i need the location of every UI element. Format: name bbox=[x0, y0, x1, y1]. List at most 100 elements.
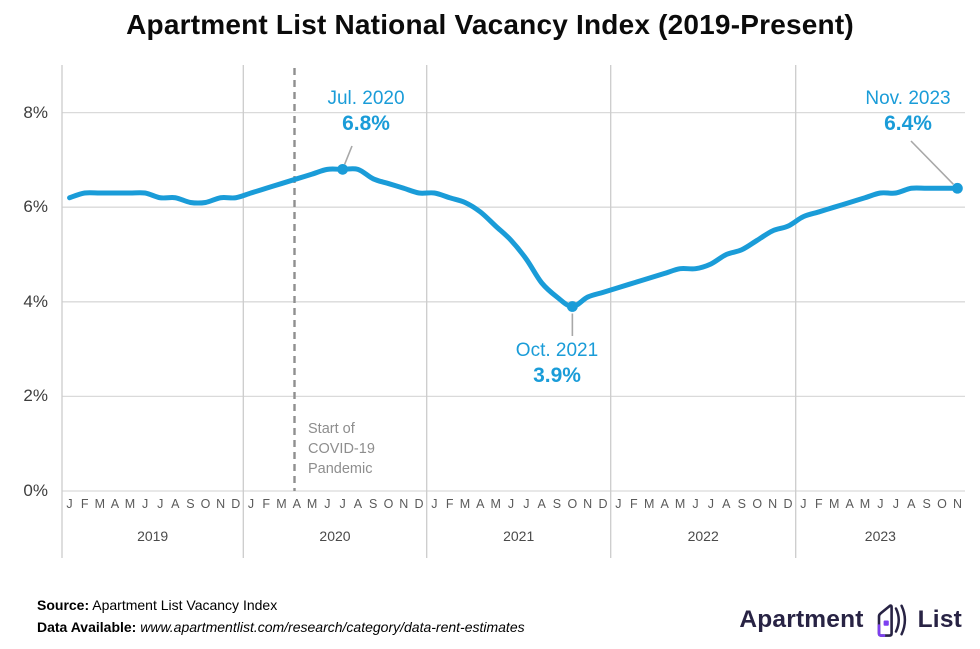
month-tick-label: N bbox=[399, 497, 409, 511]
source-label: Source: bbox=[37, 597, 90, 613]
annotation-nov-2023: Nov. 2023 6.4% bbox=[823, 87, 980, 137]
month-tick-label: F bbox=[814, 497, 823, 511]
month-tick-label: A bbox=[537, 497, 546, 511]
month-tick-label: M bbox=[306, 497, 318, 511]
month-tick-label: A bbox=[353, 497, 363, 511]
month-tick-label: M bbox=[644, 497, 655, 511]
source-value: Apartment List Vacancy Index bbox=[92, 597, 278, 613]
month-tick-label: A bbox=[845, 497, 854, 511]
month-tick-label: J bbox=[157, 497, 164, 511]
month-tick-label: J bbox=[324, 497, 331, 511]
annotation-value: 3.9% bbox=[533, 364, 581, 387]
month-tick-label: J bbox=[141, 497, 149, 511]
y-tick-label: 2% bbox=[23, 386, 48, 406]
annotation-connector bbox=[343, 145, 353, 165]
source-line: Source: Apartment List Vacancy Index bbox=[37, 594, 525, 616]
month-tick-label: A bbox=[476, 497, 485, 511]
month-tick-label: N bbox=[952, 497, 962, 511]
month-tick-label: J bbox=[431, 497, 438, 511]
month-tick-label: J bbox=[892, 497, 899, 511]
y-tick-label: 0% bbox=[23, 481, 48, 500]
month-tick-label: O bbox=[200, 497, 211, 511]
annotation-connector bbox=[910, 140, 954, 185]
month-tick-label: D bbox=[414, 497, 424, 511]
month-tick-label: M bbox=[459, 497, 471, 511]
month-tick-label: F bbox=[630, 497, 638, 511]
month-tick-label: M bbox=[490, 497, 501, 511]
vacancy-index-curve bbox=[67, 166, 960, 310]
month-tick-label: J bbox=[523, 497, 530, 511]
month-tick-label: M bbox=[859, 497, 871, 511]
month-tick-label: S bbox=[369, 497, 378, 511]
year-tick-label: 2019 bbox=[137, 528, 169, 544]
year-tick-label: 2020 bbox=[319, 528, 351, 544]
data-available-line: Data Available: www.apartmentlist.com/re… bbox=[37, 616, 525, 638]
month-tick-label: M bbox=[124, 497, 136, 511]
month-tick-label: N bbox=[216, 497, 226, 511]
month-tick-label: O bbox=[937, 497, 947, 511]
covid-label-line: Start of bbox=[308, 421, 355, 437]
month-tick-label: A bbox=[292, 497, 301, 511]
month-tick-label: M bbox=[828, 497, 840, 511]
month-tick-label: J bbox=[800, 497, 807, 511]
month-tick-label: S bbox=[186, 497, 195, 511]
covid-label-line: COVID-19 bbox=[308, 441, 375, 457]
data-point-marker bbox=[566, 301, 578, 312]
y-tick-label: 6% bbox=[23, 197, 48, 217]
month-tick-label: A bbox=[110, 497, 120, 511]
month-tick-label: J bbox=[339, 497, 346, 511]
annotation-date: Oct. 2021 bbox=[515, 340, 599, 361]
month-tick-label: F bbox=[80, 497, 89, 511]
month-tick-label: O bbox=[567, 497, 578, 511]
month-tick-label: M bbox=[94, 497, 105, 511]
month-tick-label: D bbox=[783, 497, 793, 511]
month-tick-label: F bbox=[262, 497, 271, 511]
month-tick-label: D bbox=[231, 497, 241, 511]
month-tick-label: A bbox=[660, 497, 669, 511]
data-available-label: Data Available: bbox=[37, 619, 137, 635]
year-tick-label: 2022 bbox=[687, 528, 719, 544]
month-tick-label: A bbox=[907, 497, 916, 511]
covid-label-line: Pandemic bbox=[308, 461, 373, 477]
year-tick-label: 2021 bbox=[503, 528, 535, 544]
month-tick-label: S bbox=[922, 497, 931, 511]
logo-house-icon bbox=[877, 604, 906, 637]
month-tick-label: A bbox=[722, 497, 731, 511]
annotation-value: 6.4% bbox=[884, 112, 932, 135]
y-tick-label: 4% bbox=[23, 291, 48, 311]
month-tick-label: M bbox=[674, 497, 686, 511]
month-tick-label: S bbox=[737, 497, 746, 511]
data-available-url: www.apartmentlist.com/research/category/… bbox=[140, 619, 525, 635]
month-tick-label: J bbox=[66, 497, 73, 511]
year-tick-label: 2023 bbox=[864, 528, 896, 544]
month-tick-label: M bbox=[276, 497, 287, 511]
page-title: Apartment List National Vacancy Index (2… bbox=[126, 9, 854, 40]
month-tick-label: J bbox=[877, 497, 884, 511]
month-tick-label: J bbox=[507, 497, 515, 511]
month-tick-label: O bbox=[752, 497, 763, 511]
month-tick-label: J bbox=[615, 497, 622, 511]
annotation-oct-2021: Oct. 2021 3.9% bbox=[472, 339, 642, 389]
data-point-marker bbox=[337, 163, 349, 175]
month-tick-label: S bbox=[552, 497, 562, 511]
logo-word-list: List bbox=[917, 606, 962, 633]
annotation-date: Jul. 2020 bbox=[327, 88, 405, 109]
annotation-jul-2020: Jul. 2020 6.8% bbox=[281, 87, 451, 137]
logo-word-apartment: Apartment bbox=[739, 606, 864, 633]
apartment-list-logo: Apartment List bbox=[739, 599, 962, 641]
month-tick-label: J bbox=[247, 497, 255, 511]
vacancy-line-chart bbox=[61, 65, 965, 558]
month-tick-label: O bbox=[383, 497, 394, 511]
annotation-date: Nov. 2023 bbox=[865, 88, 951, 109]
covid-event-label: Start of COVID-19 Pandemic bbox=[308, 419, 375, 479]
month-tick-label: J bbox=[707, 497, 715, 511]
month-tick-label: F bbox=[445, 497, 454, 511]
y-tick-label: 8% bbox=[23, 102, 48, 122]
source-note: Source: Apartment List Vacancy Index Dat… bbox=[37, 594, 525, 638]
